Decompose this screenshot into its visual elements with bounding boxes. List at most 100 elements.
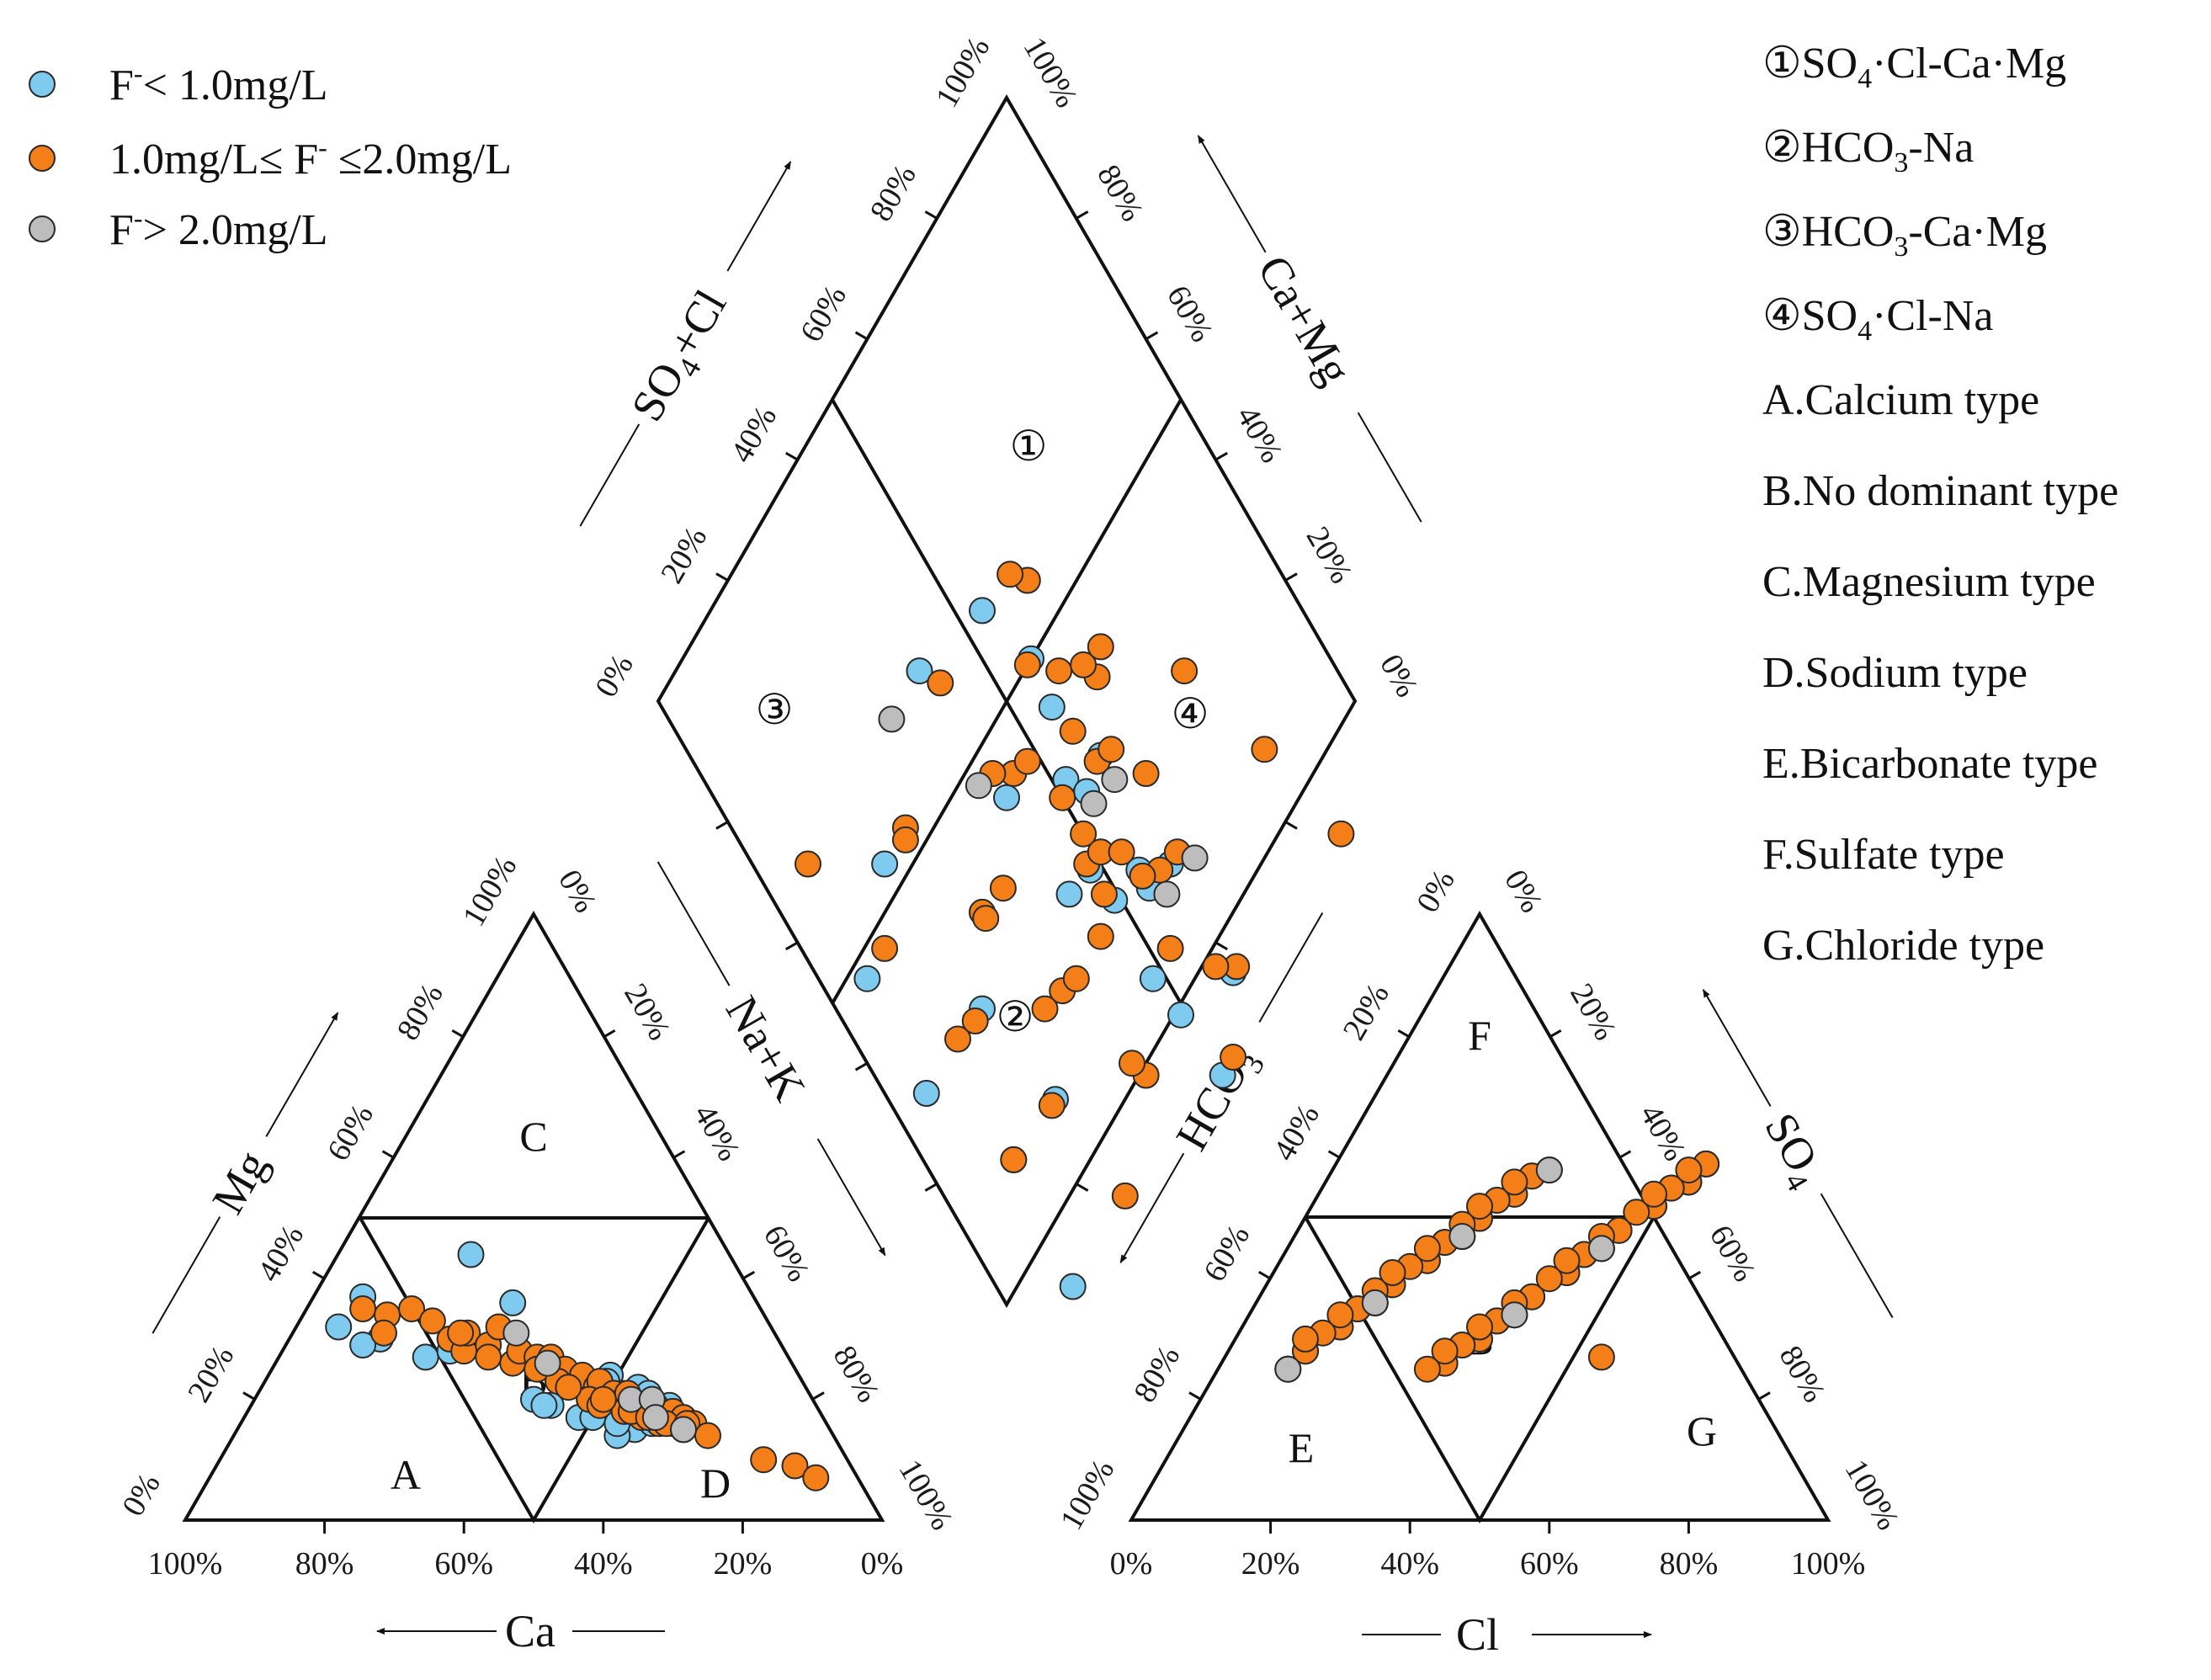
hco3-axis-tick xyxy=(1257,1270,1272,1280)
zone-note-part: ④SO xyxy=(1762,292,1858,340)
diamond-point-mid xyxy=(927,669,954,697)
diamond-point-mid xyxy=(1129,862,1156,890)
diamond-point-mid xyxy=(1049,784,1076,811)
zone-note-10: F.Sulfate type xyxy=(1762,831,2005,879)
legend-label-high-a: F xyxy=(109,206,134,254)
nak-axis-arrow xyxy=(816,1138,886,1257)
zone-note-part: ①SO xyxy=(1762,40,1858,88)
so4cl-axis-title: SO4+Cl xyxy=(621,281,741,433)
zone-note-3: ③HCO3-Ca·Mg xyxy=(1762,208,2047,263)
nak-axis-tick xyxy=(741,1270,756,1280)
nak-axis-tick-label: 80% xyxy=(826,1340,886,1408)
anion-point-mid xyxy=(1292,1325,1319,1353)
diamond-point-mid xyxy=(1202,953,1230,981)
mg-axis-arrow xyxy=(265,1012,339,1137)
zone-note-part: 3 xyxy=(1894,147,1908,178)
cation-point-mid xyxy=(750,1446,778,1474)
diamond-point-mid xyxy=(997,561,1024,588)
anion-point-mid xyxy=(1640,1180,1667,1208)
diamond-point-mid xyxy=(1038,1092,1066,1119)
data-points xyxy=(325,561,1720,1491)
cation-point-low xyxy=(325,1313,353,1341)
diamond-zone-1: ① xyxy=(1010,423,1048,470)
anion-triangle: 0% 20% 40% 60% 80% 100%100%80%60%40%20%0% 0%20… xyxy=(1054,864,1906,1660)
nak-diamond-axis-tick xyxy=(715,821,729,830)
cl-axis-tick-label: 0% xyxy=(1110,1546,1153,1582)
diamond-point-low xyxy=(871,850,899,878)
anion-zone-g: G xyxy=(1687,1407,1717,1454)
legend-label-low-a: F xyxy=(109,61,134,109)
so4cl-axis-title-group: SO4+Cl xyxy=(579,161,792,527)
cation-point-mid xyxy=(370,1319,397,1347)
zone-note-part: E.Bicarbonate type xyxy=(1762,740,2098,788)
cation-point-mid xyxy=(802,1464,830,1491)
hco3-axis-tick xyxy=(1397,1029,1411,1039)
diamond-point-mid xyxy=(1156,934,1184,962)
diamond-point-mid xyxy=(1327,820,1355,848)
diamond-point-mid xyxy=(972,905,1000,933)
anion-point-mid xyxy=(1431,1337,1459,1365)
cation-point-mid xyxy=(694,1422,721,1449)
so4-axis-tick xyxy=(1549,1029,1562,1039)
anion-point-high xyxy=(1448,1223,1476,1250)
cation-point-high xyxy=(534,1349,561,1377)
anion-point-mid xyxy=(1466,1313,1493,1341)
cation-point-mid xyxy=(418,1307,446,1335)
camg-axis-tick xyxy=(1145,331,1159,341)
camg-axis-tick-label: 100% xyxy=(1017,31,1085,114)
so4-axis-tick-label: 100% xyxy=(1838,1454,1906,1536)
diamond-point-low xyxy=(969,597,996,625)
so4cl-axis-tick xyxy=(715,572,729,582)
so4cl-axis-tick-label: 20% xyxy=(654,521,714,589)
diamond-point-low xyxy=(1059,1273,1087,1300)
diamond-point-mid xyxy=(1070,651,1098,678)
so4cl-axis-tick-label: 100% xyxy=(929,31,997,114)
nak-axis-tick-label: 0% xyxy=(551,864,603,918)
zone-note-part: D.Sodium type xyxy=(1762,649,2028,697)
so4-axis-tick xyxy=(1757,1391,1771,1401)
zone-note-9: E.Bicarbonate type xyxy=(1762,740,2098,788)
diamond-point-low xyxy=(993,784,1020,811)
cl-axis-title: Cl xyxy=(1456,1609,1499,1660)
diamond-point-mid xyxy=(1013,747,1041,775)
so4-axis-guide xyxy=(1820,1193,1894,1319)
zone-note-11: G.Chloride type xyxy=(1762,922,2044,970)
nak-axis-tick xyxy=(672,1150,686,1160)
diamond-point-mid xyxy=(1031,995,1059,1023)
hco3-axis-title: HCO3 xyxy=(1166,1037,1271,1162)
legend-label-mid: 1.0mg/L≤ F- ≤2.0mg/L xyxy=(109,132,512,183)
zone-note-part: 4 xyxy=(1858,63,1872,94)
anion-zone-f: F xyxy=(1468,1012,1491,1059)
anion-point-high xyxy=(1274,1355,1302,1383)
cation-point-mid xyxy=(589,1385,617,1413)
camg-axis-tick-label: 0% xyxy=(1373,649,1425,704)
so4-axis-arrow xyxy=(1702,988,1772,1107)
zone-note-part: -Na xyxy=(1908,124,1974,172)
diamond-point-mid xyxy=(1087,922,1114,950)
mg-axis-tick xyxy=(311,1270,326,1280)
camg-axis-arrow xyxy=(1197,135,1267,253)
anion-point-mid xyxy=(1623,1199,1650,1226)
cation-point-mid xyxy=(398,1295,426,1322)
diamond-point-low xyxy=(1055,880,1083,908)
cl-axis-tick-label: 20% xyxy=(1241,1546,1300,1582)
ca-axis-tick-label: 80% xyxy=(295,1546,354,1582)
so4cl-axis-tick-label: 60% xyxy=(794,279,853,348)
diamond-point-mid xyxy=(944,1025,971,1053)
hco3-axis-tick-label: 0% xyxy=(1410,864,1462,918)
so4-axis-tick-label: 0% xyxy=(1497,864,1549,918)
ca-axis-tick-label: 20% xyxy=(714,1546,773,1582)
hco3-axis-tick xyxy=(1188,1391,1202,1401)
diamond-point-mid xyxy=(1111,1182,1139,1209)
diamond-point-mid xyxy=(1090,880,1118,908)
hco3-axis-tick-label: 80% xyxy=(1127,1340,1187,1408)
legend-label-low: F-< 1.0mg/L xyxy=(109,58,328,109)
zone-note-part: B.No dominant type xyxy=(1762,467,2118,515)
ca-axis-tick-label: 40% xyxy=(574,1546,633,1582)
zone-note-part: 4 xyxy=(1858,316,1872,347)
anion-point-mid xyxy=(1501,1168,1528,1196)
cation-ticks xyxy=(242,1029,825,1534)
nak-axis-tick xyxy=(603,1029,616,1039)
anion-point-mid xyxy=(1466,1193,1493,1220)
